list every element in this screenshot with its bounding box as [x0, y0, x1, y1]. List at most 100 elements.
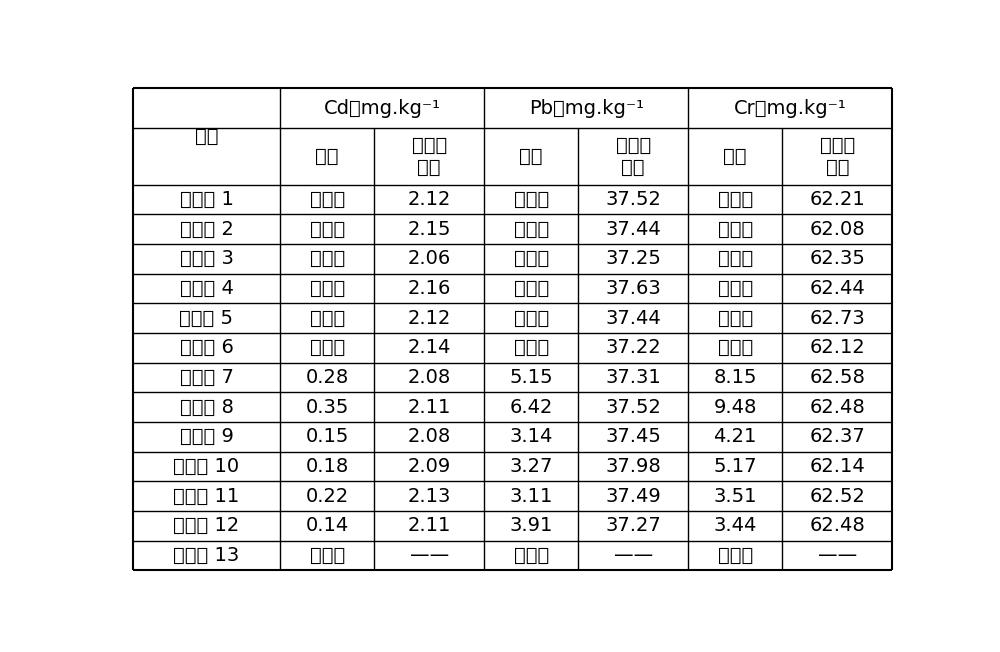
Text: 62.48: 62.48 [809, 516, 865, 535]
Text: 未检出: 未检出 [310, 190, 345, 209]
Text: 62.48: 62.48 [809, 398, 865, 417]
Text: 未检出: 未检出 [718, 249, 753, 269]
Text: 未检出: 未检出 [718, 546, 753, 565]
Text: 37.25: 37.25 [605, 249, 661, 269]
Text: 未检出: 未检出 [514, 308, 549, 328]
Text: 小麦: 小麦 [723, 147, 747, 166]
Text: 试验组 5: 试验组 5 [179, 308, 233, 328]
Text: 8.15: 8.15 [713, 368, 757, 387]
Text: 37.52: 37.52 [605, 190, 661, 209]
Text: 2.12: 2.12 [408, 190, 451, 209]
Text: ——: —— [614, 546, 653, 565]
Text: 2.13: 2.13 [408, 486, 451, 505]
Text: 3.14: 3.14 [510, 427, 553, 446]
Text: 9.48: 9.48 [714, 398, 757, 417]
Text: 试验组 2: 试验组 2 [180, 220, 233, 239]
Text: 62.35: 62.35 [809, 249, 865, 269]
Text: 3.51: 3.51 [713, 486, 757, 505]
Text: 2.12: 2.12 [408, 308, 451, 328]
Text: 3.11: 3.11 [510, 486, 553, 505]
Text: 3.44: 3.44 [714, 516, 757, 535]
Text: 62.58: 62.58 [809, 368, 865, 387]
Text: Pb，mg.kg⁻¹: Pb，mg.kg⁻¹ [529, 98, 644, 117]
Text: 试验组 8: 试验组 8 [180, 398, 233, 417]
Text: 2.15: 2.15 [407, 220, 451, 239]
Text: 0.18: 0.18 [306, 457, 349, 476]
Text: 2.08: 2.08 [408, 368, 451, 387]
Text: 37.98: 37.98 [605, 457, 661, 476]
Text: 试验组 10: 试验组 10 [173, 457, 240, 476]
Text: 37.44: 37.44 [605, 308, 661, 328]
Text: 0.15: 0.15 [306, 427, 349, 446]
Text: 0.28: 0.28 [306, 368, 349, 387]
Text: 62.52: 62.52 [809, 486, 865, 505]
Text: 试验组 12: 试验组 12 [173, 516, 240, 535]
Text: Cr，mg.kg⁻¹: Cr，mg.kg⁻¹ [734, 98, 847, 117]
Text: 试验组 4: 试验组 4 [180, 279, 233, 298]
Text: 试验组 3: 试验组 3 [180, 249, 233, 269]
Text: 37.63: 37.63 [605, 279, 661, 298]
Text: 未检出: 未检出 [514, 338, 549, 357]
Text: 37.49: 37.49 [605, 486, 661, 505]
Text: 试验组 1: 试验组 1 [180, 190, 233, 209]
Text: 试验组 7: 试验组 7 [180, 368, 233, 387]
Text: 未检出: 未检出 [514, 249, 549, 269]
Text: 2.11: 2.11 [408, 516, 451, 535]
Text: 未检出: 未检出 [310, 279, 345, 298]
Text: 未检出: 未检出 [718, 338, 753, 357]
Text: 6.42: 6.42 [510, 398, 553, 417]
Text: 37.27: 37.27 [605, 516, 661, 535]
Text: 37.22: 37.22 [605, 338, 661, 357]
Text: 未检出: 未检出 [718, 190, 753, 209]
Text: 5.15: 5.15 [509, 368, 553, 387]
Text: 62.08: 62.08 [809, 220, 865, 239]
Text: 2.08: 2.08 [408, 427, 451, 446]
Text: 土壤改
良剂: 土壤改 良剂 [820, 136, 855, 177]
Text: 0.35: 0.35 [306, 398, 349, 417]
Text: 未检出: 未检出 [310, 308, 345, 328]
Text: 62.44: 62.44 [809, 279, 865, 298]
Text: 试验组 13: 试验组 13 [173, 546, 240, 565]
Text: 未检出: 未检出 [310, 249, 345, 269]
Text: 处理: 处理 [195, 127, 218, 146]
Text: 土壤改
良剂: 土壤改 良剂 [412, 136, 447, 177]
Text: 2.16: 2.16 [408, 279, 451, 298]
Text: 62.12: 62.12 [809, 338, 865, 357]
Text: 3.27: 3.27 [510, 457, 553, 476]
Text: 试验组 9: 试验组 9 [180, 427, 233, 446]
Text: 2.09: 2.09 [408, 457, 451, 476]
Text: 37.31: 37.31 [605, 368, 661, 387]
Text: 2.11: 2.11 [408, 398, 451, 417]
Text: 未检出: 未检出 [514, 190, 549, 209]
Text: 62.37: 62.37 [809, 427, 865, 446]
Text: ——: —— [410, 546, 449, 565]
Text: 小麦: 小麦 [315, 147, 339, 166]
Text: 2.14: 2.14 [408, 338, 451, 357]
Text: 37.45: 37.45 [605, 427, 661, 446]
Text: Cd，mg.kg⁻¹: Cd，mg.kg⁻¹ [324, 98, 441, 117]
Text: 3.91: 3.91 [510, 516, 553, 535]
Text: 未检出: 未检出 [718, 220, 753, 239]
Text: 37.52: 37.52 [605, 398, 661, 417]
Text: 试验组 6: 试验组 6 [180, 338, 233, 357]
Text: 未检出: 未检出 [514, 220, 549, 239]
Text: 62.21: 62.21 [809, 190, 865, 209]
Text: 62.73: 62.73 [809, 308, 865, 328]
Text: 未检出: 未检出 [310, 338, 345, 357]
Text: 未检出: 未检出 [514, 279, 549, 298]
Text: 62.14: 62.14 [809, 457, 865, 476]
Text: 小麦: 小麦 [519, 147, 543, 166]
Text: 未检出: 未检出 [310, 220, 345, 239]
Text: 0.14: 0.14 [306, 516, 349, 535]
Text: ——: —— [818, 546, 857, 565]
Text: 试验组 11: 试验组 11 [173, 486, 240, 505]
Text: 37.44: 37.44 [605, 220, 661, 239]
Text: 0.22: 0.22 [306, 486, 349, 505]
Text: 4.21: 4.21 [714, 427, 757, 446]
Text: 土壤改
良剂: 土壤改 良剂 [616, 136, 651, 177]
Text: 未检出: 未检出 [310, 546, 345, 565]
Text: 2.06: 2.06 [408, 249, 451, 269]
Text: 未检出: 未检出 [718, 279, 753, 298]
Text: 未检出: 未检出 [514, 546, 549, 565]
Text: 未检出: 未检出 [718, 308, 753, 328]
